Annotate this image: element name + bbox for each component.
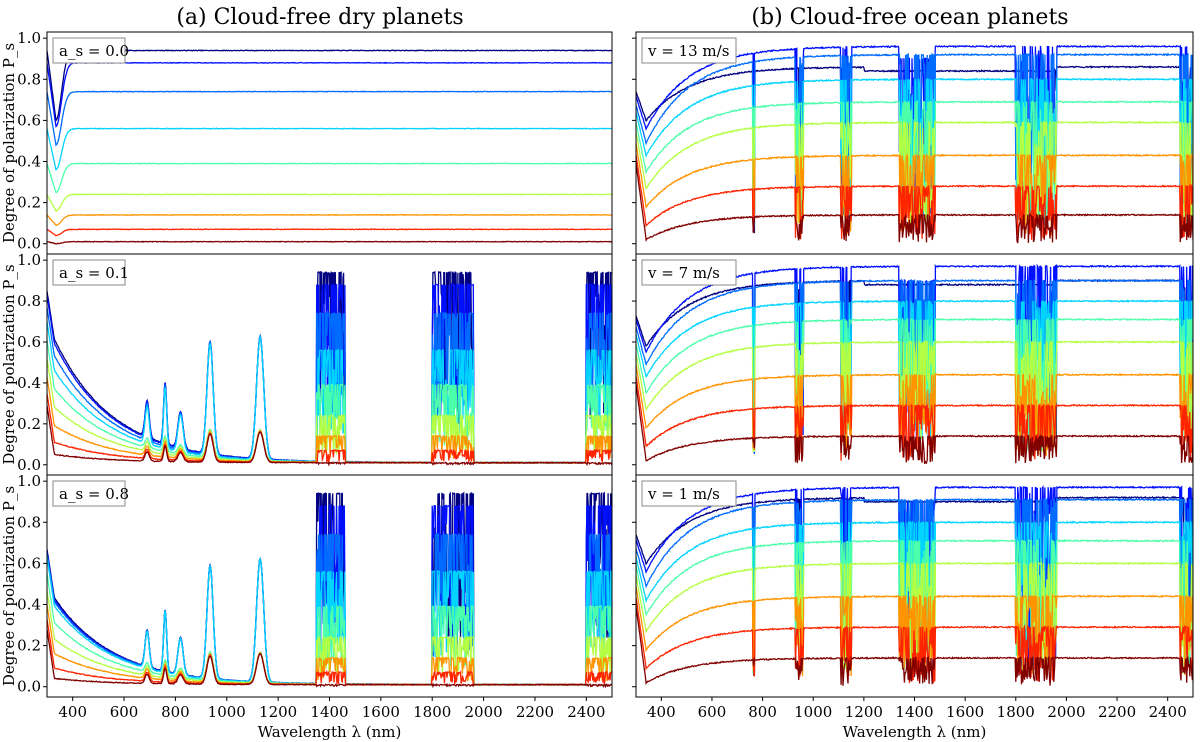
- panel-right-0: v = 13 m/s: [632, 31, 1194, 255]
- series-line-5: [47, 162, 612, 194]
- series-group: [47, 270, 612, 467]
- x-tick-label: 1800: [997, 703, 1035, 721]
- series-line-4: [636, 519, 1193, 676]
- left-column-title: (a) Cloud-free dry planets: [176, 5, 463, 30]
- x-tick-label: 1200: [259, 703, 297, 721]
- series-line-2: [47, 61, 612, 128]
- x-tick-label: 800: [161, 703, 190, 721]
- panel-label: a_s = 0.0: [59, 42, 129, 60]
- y-tick-label: 0.4: [17, 153, 41, 171]
- series-line-3: [636, 277, 1193, 445]
- series-line-3: [636, 52, 1193, 228]
- panel-background: [47, 32, 612, 254]
- series-line-7: [636, 586, 1193, 679]
- y-axis-label: Degree of polarization P_s: [0, 264, 18, 464]
- x-tick-label: 400: [647, 703, 676, 721]
- series-line-8: [636, 375, 1193, 461]
- x-tick-label: 2000: [1047, 703, 1085, 721]
- series-line-9: [47, 240, 612, 245]
- x-tick-label: 800: [748, 703, 777, 721]
- panel-right-2: 400 600 800 1000 1200 1400 1600 1800 2000 2200 240…: [632, 474, 1194, 741]
- y-tick-label: 0.8: [17, 513, 41, 531]
- x-tick-label: 1600: [362, 703, 400, 721]
- series-group: [636, 485, 1193, 686]
- panel-label-box: [52, 37, 126, 64]
- series-line-6: [47, 193, 612, 212]
- y-tick-label: 0.6: [17, 554, 41, 572]
- series-line-7: [47, 213, 612, 227]
- series-line-9: [47, 405, 612, 467]
- x-tick-label: 1400: [895, 703, 933, 721]
- panel-label-box: [641, 37, 737, 64]
- series-line-3: [47, 90, 612, 147]
- panel-left-2: 0.0 0.2 0.4 0.6 0.8 1.0 400 600 800 1000 1200 1400 1…: [0, 472, 613, 741]
- y-tick-label: 0.0: [17, 235, 41, 253]
- y-tick-label: 1.0: [17, 472, 41, 490]
- x-tick-label: 2000: [464, 703, 502, 721]
- x-tick-label: 600: [110, 703, 139, 721]
- x-tick-label: 1000: [794, 703, 832, 721]
- series-line-4: [47, 127, 612, 171]
- panel-label: a_s = 0.8: [59, 485, 129, 503]
- y-tick-label: 0.4: [17, 374, 41, 392]
- y-tick-label: 0.0: [17, 678, 41, 696]
- x-tick-label: 2400: [1149, 703, 1187, 721]
- panel-right-1: v = 7 m/s: [632, 253, 1194, 476]
- series-line-8: [47, 228, 612, 237]
- y-tick-label: 1.0: [17, 251, 41, 269]
- panel-label: a_s = 0.1: [59, 264, 129, 282]
- x-axis-label: Wavelength λ (nm): [843, 723, 987, 741]
- series-group: [636, 263, 1193, 465]
- x-tick-label: 1200: [845, 703, 883, 721]
- series-line-9: [636, 384, 1193, 465]
- panel-label-box: [52, 259, 126, 286]
- y-axis-label: Degree of polarization P_s: [0, 43, 18, 243]
- x-tick-label: 1800: [413, 703, 451, 721]
- x-axis-label: Wavelength λ (nm): [258, 723, 402, 741]
- x-tick-label: 400: [58, 703, 87, 721]
- x-tick-label: 1000: [208, 703, 246, 721]
- y-tick-label: 0.2: [17, 194, 41, 212]
- series-line-7: [636, 143, 1193, 236]
- x-tick-label: 2400: [567, 703, 605, 721]
- y-tick-label: 0.6: [17, 333, 41, 351]
- y-tick-label: 0.2: [17, 637, 41, 655]
- right-column-title: (b) Cloud-free ocean planets: [751, 5, 1068, 30]
- panel-label: v = 13 m/s: [647, 42, 729, 60]
- y-tick-label: 0.4: [17, 596, 41, 614]
- panel-label: v = 1 m/s: [647, 485, 720, 503]
- x-tick-label: 1600: [946, 703, 984, 721]
- series-line-8: [636, 154, 1193, 240]
- panel-label-box: [52, 480, 126, 507]
- y-axis-label: Degree of polarization P_s: [0, 486, 18, 686]
- series-line-9: [636, 606, 1193, 686]
- y-tick-label: 0.0: [17, 456, 41, 474]
- series-line-9: [47, 629, 612, 689]
- y-tick-label: 0.8: [17, 70, 41, 88]
- panel-label: v = 7 m/s: [647, 264, 720, 282]
- series-group: [47, 49, 612, 245]
- series-line-9: [636, 163, 1193, 244]
- series-line-7: [636, 364, 1193, 457]
- series-line-6: [636, 120, 1193, 232]
- panel-label-box: [641, 480, 737, 507]
- series-line-6: [636, 561, 1193, 675]
- x-tick-label: 2200: [516, 703, 554, 721]
- series-group: [47, 491, 612, 689]
- panel-label-box: [641, 259, 737, 286]
- x-tick-label: 1400: [310, 703, 348, 721]
- y-tick-label: 0.6: [17, 111, 41, 129]
- y-tick-label: 1.0: [17, 29, 41, 47]
- y-tick-label: 0.8: [17, 292, 41, 310]
- series-line-1: [47, 49, 612, 122]
- x-tick-label: 600: [698, 703, 727, 721]
- series-line-6: [636, 339, 1193, 453]
- y-tick-label: 0.2: [17, 415, 41, 433]
- x-tick-label: 2200: [1098, 703, 1136, 721]
